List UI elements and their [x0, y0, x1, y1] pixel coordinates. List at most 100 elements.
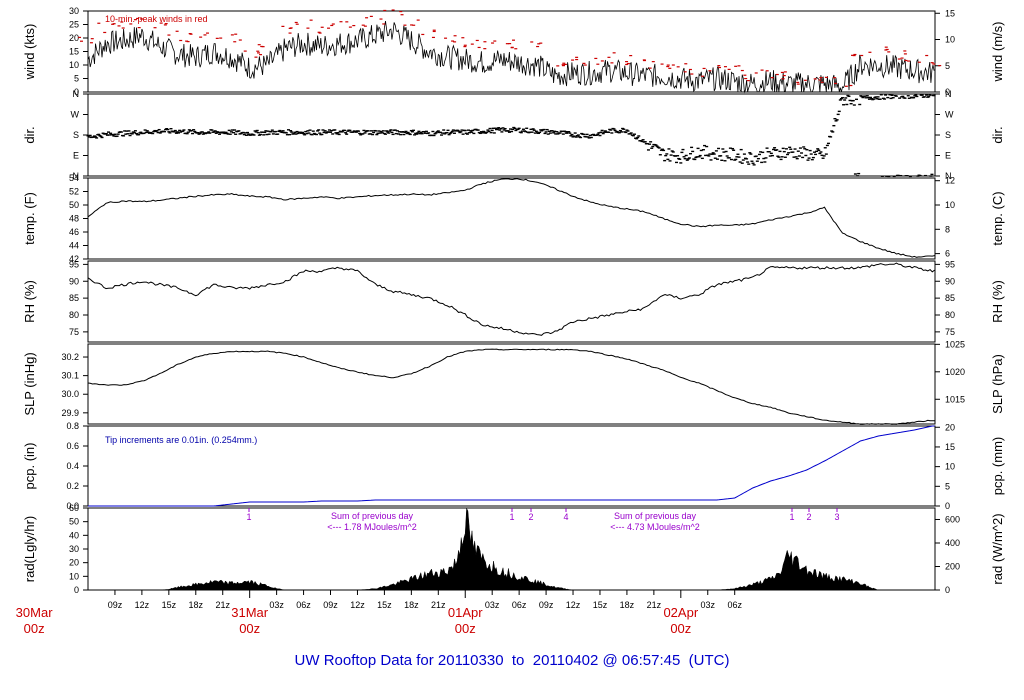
dir-point — [227, 129, 231, 132]
ytick-label-left: 30 — [69, 6, 79, 16]
dir-point — [331, 133, 335, 135]
dir-point — [830, 130, 834, 132]
ylabel-right-slp: SLP (hPa) — [990, 354, 1005, 414]
wind-peak-dot — [361, 24, 365, 26]
dir-point — [177, 132, 181, 134]
wind-peak-dot — [684, 63, 688, 65]
dir-point — [734, 158, 738, 161]
dir-point — [525, 127, 529, 129]
wind-peak-dot — [382, 23, 386, 25]
dir-point — [752, 164, 756, 166]
wind-peak-dot — [820, 81, 824, 83]
wind-peak-dot — [907, 60, 911, 62]
wind-peak-dot — [824, 76, 828, 78]
wind-peak-dot — [690, 73, 694, 75]
dir-point — [262, 134, 266, 136]
dir-point — [546, 133, 550, 135]
dir-point — [932, 94, 936, 97]
dir-point — [756, 157, 760, 160]
dir-point — [253, 130, 257, 132]
dir-point — [152, 130, 156, 133]
ylabel-left-slp: SLP (inHg) — [22, 352, 37, 415]
dir-point — [168, 132, 172, 134]
dir-point — [860, 95, 864, 98]
dir-point — [592, 133, 596, 136]
dir-point — [676, 155, 680, 157]
wind-peak-dot — [754, 72, 758, 74]
wind-peak-dot — [475, 39, 479, 42]
wind-peak-dot — [512, 39, 516, 41]
dir-point — [821, 157, 825, 159]
dir-point — [705, 145, 709, 148]
dir-point — [498, 129, 502, 131]
dir-point — [234, 133, 238, 135]
dir-point — [720, 159, 724, 161]
wind-peak-dot — [432, 29, 436, 31]
dir-point — [741, 159, 745, 161]
dir-point — [898, 97, 902, 99]
dir-point — [699, 149, 703, 152]
ytick-label-right: 200 — [945, 561, 960, 571]
wind-peak-dot — [561, 64, 565, 66]
ytick-label-right: 0 — [945, 585, 950, 595]
dir-point — [563, 130, 567, 133]
ytick-label-right: 15 — [945, 442, 955, 452]
dir-point — [806, 159, 810, 161]
dir-point — [607, 131, 611, 134]
dir-point — [533, 132, 537, 134]
dir-point — [795, 157, 799, 160]
wind-peak-dot — [651, 61, 655, 63]
dir-point — [729, 158, 733, 161]
dir-point — [509, 128, 513, 130]
dir-point — [907, 97, 911, 99]
ytick-label-left: 30.0 — [61, 389, 79, 399]
dir-point — [859, 95, 863, 97]
dir-point — [329, 131, 333, 133]
ytick-label-left: 60 — [69, 503, 79, 513]
dir-point — [343, 129, 347, 132]
wind-peak-dot — [179, 39, 183, 42]
wind-peak-dot — [175, 30, 179, 32]
panel-frame-temp — [87, 177, 936, 260]
dir-point — [709, 159, 713, 161]
dir-point — [851, 99, 855, 102]
dir-point — [266, 130, 270, 132]
ytick-label-left: 44 — [69, 241, 79, 251]
date-label-time: 00z — [24, 621, 45, 636]
ytick-label-right: 20 — [945, 422, 955, 432]
dir-point — [631, 135, 635, 137]
ytick-label-left: 30.1 — [61, 371, 79, 381]
dir-point — [254, 131, 258, 133]
dir-point — [888, 94, 892, 96]
wind-peak-dot — [582, 62, 586, 64]
dir-point — [552, 132, 556, 134]
dir-point — [801, 156, 805, 159]
wind-peak-dot — [234, 33, 238, 35]
ytick-label-right: 10 — [945, 200, 955, 210]
wind-peak-dot — [78, 36, 82, 39]
dir-point — [111, 134, 115, 136]
wind-peak-dot — [167, 34, 171, 36]
dir-point — [200, 131, 204, 133]
dir-point — [682, 156, 686, 158]
ytick-label-left: 5 — [74, 74, 79, 84]
dir-point — [820, 154, 824, 157]
dir-point — [886, 96, 890, 99]
dir-point — [822, 155, 826, 157]
dir-point — [277, 130, 281, 133]
ytick-label-left: 20 — [69, 33, 79, 43]
wind-peak-dot — [238, 39, 242, 41]
dir-point — [899, 174, 903, 177]
wind-peak-dot — [159, 22, 163, 24]
wind-peak-dot — [288, 32, 292, 34]
wind-peak-dot — [421, 33, 425, 36]
wind-peak-dot — [780, 71, 784, 74]
dir-point — [650, 147, 654, 149]
dir-point — [658, 154, 662, 156]
dir-point — [337, 133, 341, 136]
dir-point — [763, 161, 767, 163]
wind-peak-dot — [782, 74, 786, 77]
dir-point — [747, 163, 751, 165]
dir-point — [818, 152, 822, 155]
ytick-label-left: 0 — [74, 87, 79, 97]
